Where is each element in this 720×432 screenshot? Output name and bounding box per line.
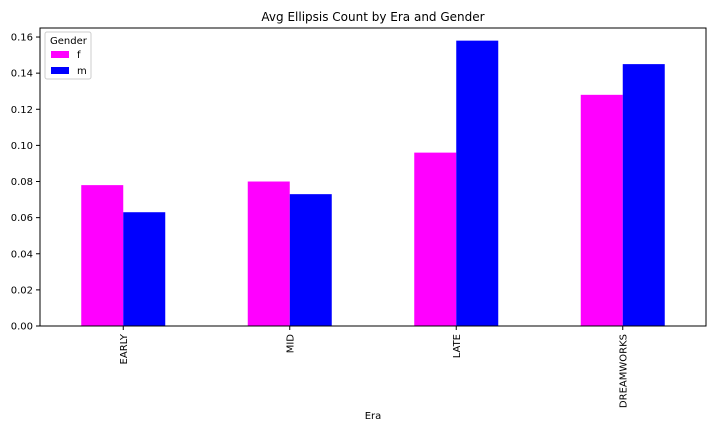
x-axis: EARLY MID LATE DREAMWORKS [119,326,629,408]
bar-f-early [81,185,124,326]
legend-label-f: f [77,50,81,61]
bar-f-dreamworks [580,94,623,326]
y-tick-label: 0.12 [11,105,33,116]
legend-label-m: m [77,66,87,77]
y-tick-label: 0.16 [11,33,33,44]
y-tick-label: 0.02 [11,285,33,296]
bar-f-late [414,152,457,326]
y-axis: 0.00 0.02 0.04 0.06 0.08 0.10 0.12 0.14 0.16 [11,33,40,333]
bar-f-mid [247,181,290,326]
x-tick-label: LATE [452,334,463,358]
y-tick-label: 0.10 [11,141,33,152]
x-tick-label: DREAMWORKS [618,334,629,408]
x-tick-label: MID [285,334,296,354]
y-tick-label: 0.04 [11,249,33,260]
x-tick-label: EARLY [119,333,130,364]
y-tick-label: 0.08 [11,177,33,188]
x-axis-label: Era [365,411,382,422]
plot-frame [39,27,707,327]
legend-title: Gender [50,36,88,47]
bar-m-late [456,40,499,326]
legend-swatch-f [51,51,69,58]
legend-swatch-m [51,67,69,74]
y-tick-label: 0.06 [11,213,33,224]
y-tick-label: 0.00 [11,322,33,333]
bar-m-mid [289,194,332,326]
bars [81,40,665,326]
bar-m-early [123,212,166,326]
bar-m-dreamworks [622,64,665,326]
legend: Gender f m [44,31,92,80]
y-tick-label: 0.14 [11,69,33,80]
chart-title: Avg Ellipsis Count by Era and Gender [261,10,484,24]
